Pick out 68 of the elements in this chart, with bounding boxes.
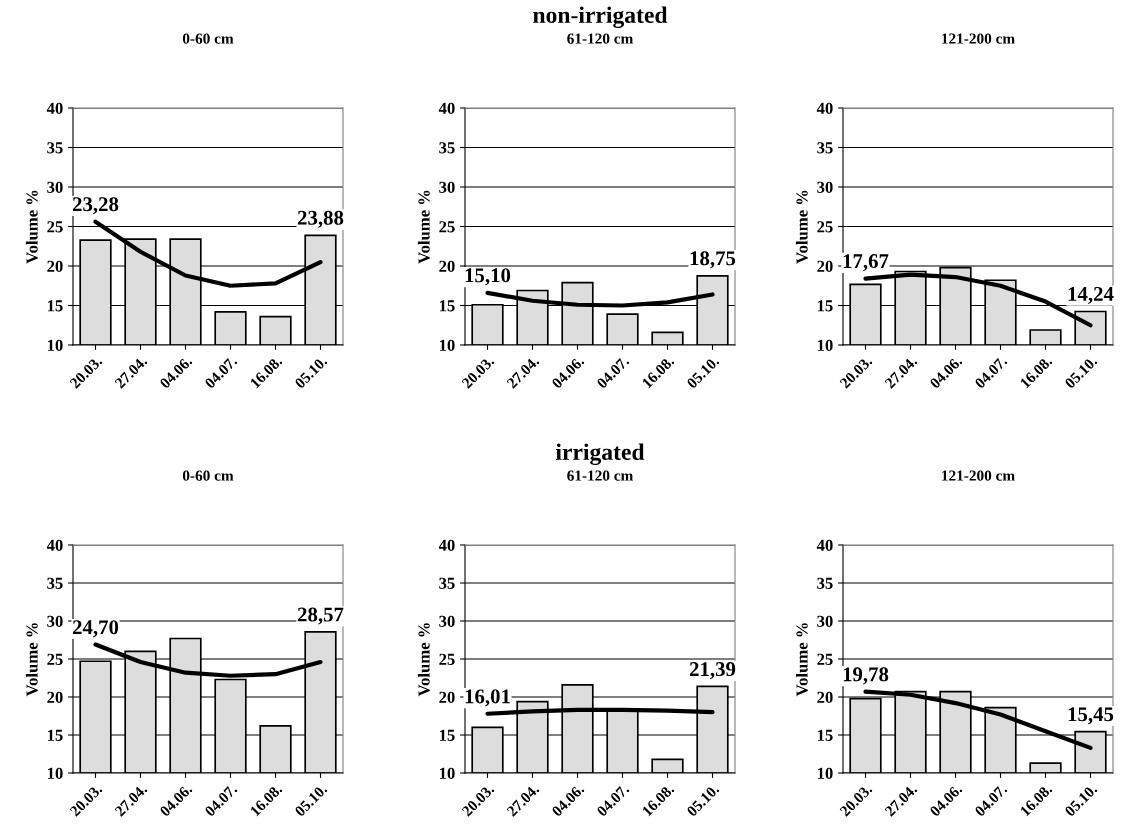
y-axis-title: Volume % — [795, 190, 808, 264]
data-label: 15,45 — [1068, 707, 1114, 725]
y-tick-label: 40 — [46, 539, 63, 551]
y-tick-label: 20 — [47, 260, 63, 272]
data-label: 17,67 — [843, 254, 889, 272]
data-label: 23,28 — [72, 197, 119, 215]
y-tick-label: 15 — [817, 300, 833, 312]
y-tick-label: 40 — [46, 102, 63, 114]
y-tick-label: 30 — [817, 181, 833, 193]
y-tick-label: 30 — [817, 615, 833, 627]
chart-title: 121-200 cm — [942, 470, 1015, 481]
y-tick-label: 35 — [817, 142, 833, 154]
y-axis-title: Volume % — [417, 190, 430, 264]
y-tick-label: 15 — [817, 729, 833, 741]
y-tick-label: 25 — [817, 221, 833, 233]
y-tick-label: 40 — [438, 539, 455, 551]
data-label: 21,39 — [689, 662, 736, 680]
y-tick-label: 15 — [439, 729, 455, 741]
y-tick-label: 35 — [439, 577, 455, 589]
y-tick-label: 25 — [47, 653, 63, 665]
y-axis-title: Volume % — [25, 190, 38, 264]
y-tick-label: 15 — [47, 729, 63, 741]
data-label: 23,88 — [297, 210, 344, 228]
data-label: 18,75 — [690, 251, 736, 269]
y-tick-label: 30 — [439, 181, 455, 193]
data-label: 15,10 — [465, 268, 511, 286]
y-tick-label: 30 — [439, 615, 455, 627]
chart-subtitle: 61-120 cm — [567, 33, 634, 44]
y-tick-label: 25 — [439, 221, 455, 233]
y-tick-label: 20 — [817, 260, 833, 272]
y-tick-label: 10 — [439, 767, 455, 779]
y-tick-label: 40 — [816, 102, 833, 114]
y-tick-label: 20 — [47, 691, 63, 703]
data-label: 19,78 — [843, 667, 889, 685]
y-tick-label: 30 — [47, 181, 63, 193]
y-tick-label: 25 — [817, 653, 833, 665]
y-axis-title: Volume % — [795, 623, 808, 697]
y-tick-label: 10 — [817, 767, 833, 779]
y-tick-label: 25 — [439, 653, 455, 665]
y-tick-label: 15 — [439, 300, 455, 312]
chart-title: 0-60 cm — [182, 470, 234, 481]
y-axis-title: Volume % — [417, 623, 430, 697]
y-tick-label: 30 — [47, 615, 63, 627]
y-tick-label: 20 — [439, 691, 455, 703]
y-tick-label: 15 — [47, 300, 63, 312]
y-tick-label: 20 — [817, 691, 833, 703]
chart-title: 0-60 cm — [182, 33, 234, 44]
y-tick-label: 40 — [438, 102, 455, 114]
y-tick-label: 10 — [817, 339, 833, 351]
data-label: 14,24 — [1068, 286, 1114, 304]
chart-subtitle: 61-120 cm — [567, 470, 634, 481]
y-tick-label: 10 — [439, 339, 455, 351]
data-label: 28,57 — [297, 607, 344, 625]
y-tick-label: 25 — [47, 221, 63, 233]
data-label: 24,70 — [72, 620, 119, 638]
chart-title: 121-200 cm — [942, 33, 1015, 44]
y-tick-label: 10 — [47, 767, 63, 779]
y-axis-title: Volume % — [25, 623, 38, 697]
y-tick-label: 35 — [817, 577, 833, 589]
y-tick-label: 35 — [439, 142, 455, 154]
y-tick-label: 10 — [47, 339, 63, 351]
y-tick-label: 40 — [816, 539, 833, 551]
y-tick-label: 35 — [47, 577, 63, 589]
chart-title: non-irrigated — [533, 6, 668, 28]
y-tick-label: 35 — [47, 142, 63, 154]
data-label: 16,01 — [465, 689, 510, 707]
chart-title: irrigated — [555, 443, 645, 465]
y-tick-label: 20 — [439, 260, 455, 272]
